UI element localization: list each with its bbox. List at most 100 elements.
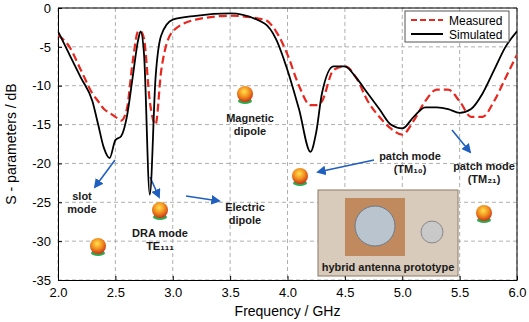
legend-label: Measured bbox=[449, 14, 502, 28]
annotation-arrow bbox=[318, 160, 374, 172]
y-axis-tick: -5 bbox=[39, 40, 62, 55]
y-axis-tick: -15 bbox=[32, 117, 62, 132]
y-grid-line bbox=[58, 163, 517, 164]
y-axis-tick: -35 bbox=[32, 273, 62, 288]
photo-frame bbox=[318, 190, 458, 276]
x-axis-tick: 5.5 bbox=[451, 276, 469, 300]
x-axis-tick-label: 2.5 bbox=[107, 285, 125, 300]
x-axis: 2.0 2.5 3.0 3.5 4.0 4.5 5.0 5.5 6.0 bbox=[49, 276, 526, 300]
y-axis-tick-label: 0 bbox=[44, 1, 51, 16]
x-axis-tick-label: 4.0 bbox=[279, 285, 297, 300]
x-axis-tick-label: 4.5 bbox=[336, 285, 354, 300]
x-axis-tick: 3.0 bbox=[164, 276, 182, 300]
x-axis-tick-mark bbox=[460, 276, 461, 280]
y-axis-tick: -25 bbox=[32, 195, 62, 210]
x-grid-line bbox=[287, 8, 288, 280]
annotation-arrow bbox=[452, 130, 470, 152]
x-axis-tick-mark bbox=[402, 276, 403, 280]
x-axis-tick-mark bbox=[115, 276, 116, 280]
y-axis-line bbox=[58, 9, 59, 281]
y-axis-tick-label: -20 bbox=[32, 156, 51, 171]
annotation: Magneticdipole bbox=[226, 112, 274, 137]
y-axis-tick-mark bbox=[58, 241, 62, 242]
legend: MeasuredSimulated bbox=[405, 11, 509, 42]
photo-dra bbox=[355, 206, 395, 246]
x-axis-tick: 4.5 bbox=[336, 276, 354, 300]
y-axis-tick: -20 bbox=[32, 156, 62, 171]
y-axis-tick-label: -10 bbox=[32, 78, 51, 93]
y-axis-tick: -30 bbox=[32, 234, 62, 249]
x-axis-line bbox=[59, 280, 518, 281]
y-grid-line bbox=[58, 46, 517, 47]
annotation: patch mode(TM₂₁) bbox=[453, 160, 515, 185]
pattern-lobe bbox=[152, 202, 168, 218]
y-axis-tick-mark bbox=[58, 202, 62, 203]
pattern-lobe bbox=[237, 86, 253, 102]
decorations bbox=[90, 86, 492, 276]
legend-swatch bbox=[411, 19, 443, 21]
x-axis-tick-label: 5.0 bbox=[394, 285, 412, 300]
series-line bbox=[58, 13, 517, 194]
pattern-lobe bbox=[292, 168, 308, 184]
frame-top bbox=[58, 8, 517, 9]
x-axis-tick-mark bbox=[230, 276, 231, 280]
legend-box bbox=[405, 11, 509, 42]
x-grid-line bbox=[115, 8, 116, 280]
radiation-pattern-icon bbox=[237, 86, 253, 104]
x-axis-tick: 2.5 bbox=[107, 276, 125, 300]
radiation-pattern-icon bbox=[90, 238, 106, 256]
y-axis-tick-label: -30 bbox=[32, 234, 51, 249]
grid bbox=[58, 8, 517, 280]
pattern-lobe bbox=[476, 205, 492, 221]
y-grid-line bbox=[58, 85, 517, 86]
annotation: Electricdipole bbox=[225, 201, 265, 226]
legend-label: Simulated bbox=[449, 28, 502, 42]
radiation-pattern-icon bbox=[152, 202, 168, 220]
x-axis-tick-mark bbox=[288, 276, 289, 280]
x-grid-line bbox=[459, 8, 460, 280]
y-axis-tick-mark bbox=[58, 280, 62, 281]
x-grid-line bbox=[517, 8, 518, 280]
photo-coin bbox=[421, 221, 443, 243]
annotation-arrow bbox=[186, 196, 219, 201]
y-grid-line bbox=[58, 124, 517, 125]
x-axis-tick-mark bbox=[173, 276, 174, 280]
y-axis-tick-label: -5 bbox=[39, 40, 51, 55]
annotation: slotmode bbox=[67, 190, 96, 215]
annotation: hybrid antenna prototype bbox=[322, 261, 455, 273]
y-axis-tick-label: -35 bbox=[32, 273, 51, 288]
plot-area bbox=[58, 13, 517, 194]
y-axis-title: S - parameters / dB bbox=[3, 83, 19, 204]
x-axis-tick-label: 3.0 bbox=[164, 285, 182, 300]
x-axis-title: Frequency / GHz bbox=[235, 303, 341, 319]
x-axis-tick-label: 3.5 bbox=[222, 285, 240, 300]
y-grid-line bbox=[58, 8, 517, 9]
y-axis-tick: -10 bbox=[32, 78, 62, 93]
radiation-pattern-icon bbox=[292, 168, 308, 186]
y-axis: -35 -30 -25 -20 -15 -10 -5 0 bbox=[32, 1, 62, 288]
radiation-pattern-icon bbox=[476, 205, 492, 223]
annotation-arrow bbox=[95, 160, 115, 187]
x-axis-tick: 4.0 bbox=[279, 276, 297, 300]
prototype-photo bbox=[318, 190, 458, 276]
x-grid-line bbox=[230, 8, 231, 280]
y-axis-tick-mark bbox=[58, 125, 62, 126]
x-axis-tick-mark bbox=[345, 276, 346, 280]
x-axis-tick-label: 2.0 bbox=[49, 285, 67, 300]
y-axis-tick-mark bbox=[58, 86, 62, 87]
x-grid-line bbox=[58, 8, 59, 280]
x-axis-tick: 3.5 bbox=[222, 276, 240, 300]
chart: 2.02.53.03.54.04.55.05.56.0-35-30-25-20-… bbox=[0, 0, 529, 322]
y-axis-tick-mark bbox=[58, 47, 62, 48]
y-axis-tick-label: -25 bbox=[32, 195, 51, 210]
annotation: DRA modeTE₁₁₁ bbox=[132, 227, 188, 252]
pattern-lobe bbox=[90, 238, 106, 254]
x-axis-tick-label: 5.5 bbox=[451, 285, 469, 300]
annotation: patch mode(TM₁₀) bbox=[379, 150, 441, 175]
y-axis-tick-mark bbox=[58, 163, 62, 164]
frame-right bbox=[517, 8, 518, 280]
photo-board bbox=[345, 198, 405, 256]
x-axis-tick-label: 6.0 bbox=[508, 285, 526, 300]
annotations: slotmode DRA modeTE₁₁₁ Electricdipole Magne… bbox=[67, 112, 515, 273]
y-axis-tick-label: -15 bbox=[32, 117, 51, 132]
